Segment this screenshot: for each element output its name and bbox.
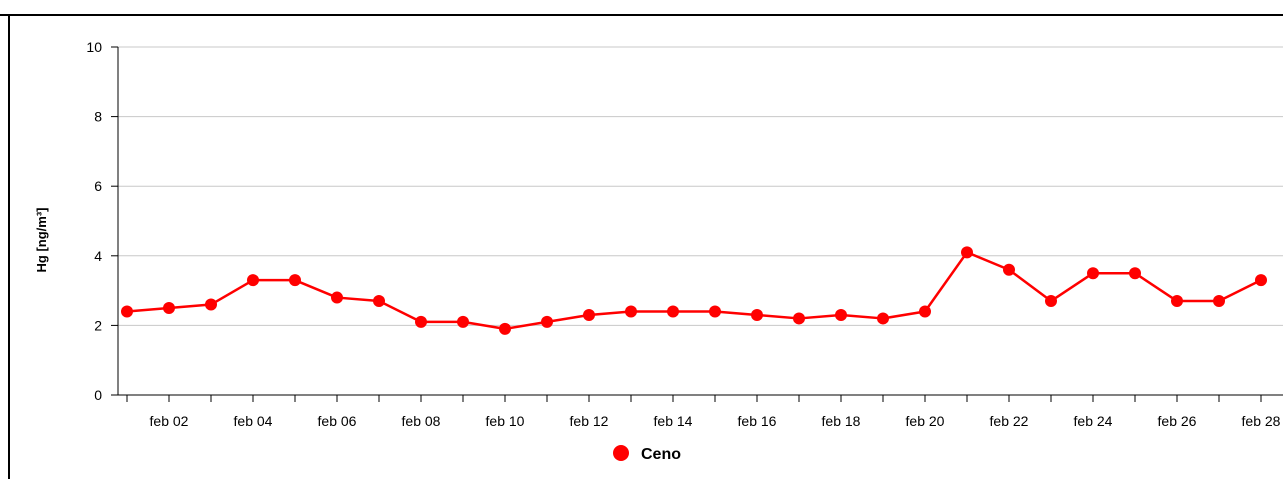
legend-label: Ceno [641, 446, 681, 463]
data-point[interactable] [541, 315, 553, 328]
data-point[interactable] [499, 322, 511, 335]
legend[interactable]: Ceno [613, 445, 681, 463]
x-tick-label: feb 06 [318, 413, 357, 429]
data-point[interactable] [373, 295, 385, 308]
y-tick-label: 6 [94, 178, 102, 194]
data-point[interactable] [1087, 267, 1099, 280]
x-tick-label: feb 16 [738, 413, 777, 429]
data-point[interactable] [415, 315, 427, 328]
x-tick-label: feb 22 [990, 413, 1029, 429]
grid-lines [118, 46, 1283, 326]
series-ceno [121, 246, 1267, 335]
data-point[interactable] [751, 308, 763, 321]
y-tick-label: 0 [94, 387, 102, 403]
data-point[interactable] [289, 274, 301, 287]
data-point[interactable] [625, 305, 637, 318]
data-point[interactable] [457, 315, 469, 328]
x-tick-label: feb 10 [486, 413, 525, 429]
data-point[interactable] [163, 302, 175, 314]
x-tick-label: feb 24 [1074, 413, 1113, 429]
data-point[interactable] [1045, 295, 1057, 308]
x-tick-label: feb 08 [402, 413, 441, 429]
x-tick-label: feb 28 [1242, 413, 1281, 429]
y-tick-label: 2 [94, 317, 102, 333]
x-tick-label: feb 20 [906, 413, 945, 429]
data-point[interactable] [121, 305, 133, 318]
data-point[interactable] [1003, 263, 1015, 276]
series-line [126, 251, 1262, 331]
data-point[interactable] [1129, 267, 1141, 280]
data-point[interactable] [205, 298, 217, 311]
y-tick-label: 4 [94, 248, 102, 264]
legend-marker [613, 445, 629, 461]
y-axis-label: Hg [ng/m³] [34, 208, 49, 273]
data-point[interactable] [793, 312, 805, 325]
data-point[interactable] [1171, 295, 1183, 308]
data-point[interactable] [1213, 295, 1225, 308]
data-point[interactable] [667, 305, 679, 318]
data-point[interactable] [877, 312, 889, 325]
x-tick-label: feb 04 [234, 413, 273, 429]
x-tick-label: feb 02 [150, 413, 189, 429]
y-axis-ticks: 0 2 4 6 8 10 [86, 39, 118, 403]
data-point[interactable] [961, 246, 973, 259]
data-point[interactable] [331, 291, 343, 304]
data-point[interactable] [1255, 274, 1267, 287]
x-tick-label: feb 26 [1158, 413, 1197, 429]
data-point[interactable] [247, 274, 259, 287]
frame-left-border [8, 14, 10, 479]
x-tick-label: feb 12 [570, 413, 609, 429]
y-tick-label: 8 [94, 109, 102, 125]
x-axis-ticks: feb 02 feb 04 feb 06 feb 08 feb 10 feb 12 feb … [126, 395, 1281, 429]
data-point[interactable] [919, 305, 931, 318]
data-point[interactable] [709, 305, 721, 318]
y-tick-label: 10 [86, 39, 102, 55]
frame-top-border [0, 14, 1283, 16]
data-point[interactable] [583, 308, 595, 321]
data-point[interactable] [835, 308, 847, 321]
x-tick-label: feb 18 [822, 413, 861, 429]
x-tick-label: feb 14 [654, 413, 693, 429]
axes [117, 47, 1283, 396]
